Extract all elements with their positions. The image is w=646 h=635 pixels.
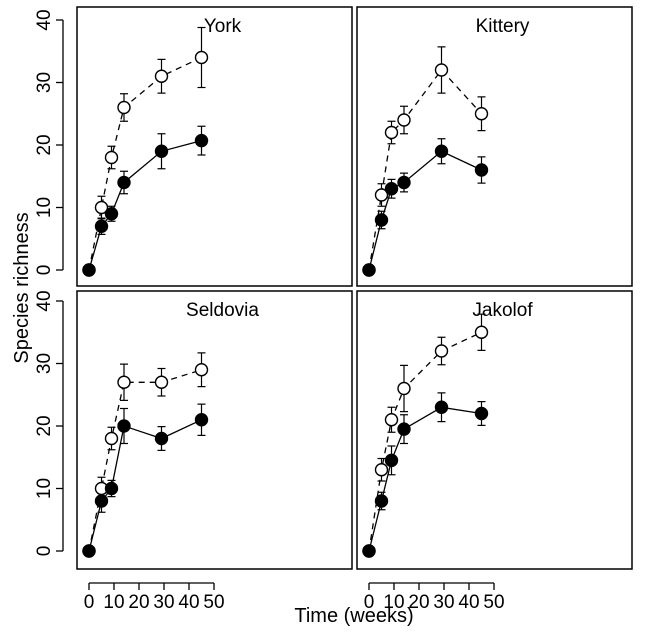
data-point-open	[434, 344, 449, 358]
panel-frame	[76, 290, 353, 570]
y-tick-label: 0	[34, 546, 55, 557]
data-point-open	[374, 463, 389, 477]
x-tick-label: 40	[458, 592, 479, 613]
data-point-open	[474, 107, 489, 121]
data-point-open	[94, 200, 109, 215]
data-point-filled	[374, 213, 389, 227]
series-line-open	[368, 68, 482, 271]
data-point-filled	[104, 207, 119, 221]
x-tick-label: 50	[483, 592, 504, 613]
x-tick-label: 40	[178, 592, 199, 613]
x-tick-label: 30	[433, 592, 454, 613]
data-point-open	[384, 413, 399, 427]
y-tick-label: 10	[34, 197, 55, 218]
y-tick-label: 30	[34, 72, 55, 93]
data-point-filled	[434, 400, 449, 414]
data-point-filled	[397, 175, 411, 190]
x-axis-seldovia: 0 10 20 30 40 50	[84, 582, 225, 613]
x-tick-label: 30	[153, 592, 174, 613]
data-point-open	[474, 325, 489, 339]
data-point-open	[397, 113, 411, 127]
data-point-filled	[384, 182, 399, 196]
data-point-filled	[82, 263, 96, 277]
panel-frame	[356, 6, 633, 287]
data-point-filled	[194, 133, 209, 148]
data-point-open	[397, 381, 411, 396]
panel-title: York	[204, 16, 242, 37]
data-point-open	[374, 188, 389, 202]
data-point-open	[154, 375, 169, 389]
y-tick-label: 30	[34, 353, 55, 374]
data-point-filled	[474, 163, 489, 177]
data-point-open	[194, 363, 209, 377]
series-line-open	[88, 369, 202, 552]
y-tick-label: 20	[34, 415, 55, 436]
data-point-filled	[384, 453, 399, 468]
x-tick-label: 0	[84, 592, 95, 613]
data-point-filled	[104, 481, 119, 496]
panel-seldovia: Seldovia	[76, 290, 353, 570]
data-point-open	[104, 431, 119, 446]
x-tick-label: 50	[203, 592, 224, 613]
data-point-filled	[397, 422, 411, 436]
panel-title: Seldovia	[186, 300, 259, 321]
data-point-open	[117, 375, 131, 389]
x-axis-title: Time (weeks)	[294, 605, 413, 627]
data-point-filled	[362, 544, 376, 558]
y-tick-label: 0	[34, 265, 55, 276]
data-point-filled	[474, 406, 489, 421]
y-axis-seldovia: 0 10 20 30 40	[34, 290, 64, 557]
data-point-filled	[117, 175, 131, 190]
x-tick-label: 10	[383, 592, 404, 613]
x-tick-label: 10	[103, 592, 124, 613]
data-point-filled	[117, 419, 131, 433]
x-axis-jakolof: 0 10 20 30 40 50	[364, 582, 505, 613]
panel-title: Kittery	[476, 16, 530, 37]
series-line-filled	[88, 419, 202, 552]
series-line-open	[368, 331, 482, 552]
series-line-filled	[88, 139, 202, 271]
y-axis-york: 0 10 20 30 40	[34, 9, 64, 276]
data-point-open	[117, 100, 131, 115]
data-point-filled	[154, 431, 169, 446]
x-tick-label: 0	[364, 592, 375, 613]
data-point-filled	[374, 494, 389, 508]
data-point-filled	[94, 494, 109, 508]
data-point-filled	[434, 144, 449, 158]
y-tick-label: 20	[34, 134, 55, 155]
data-point-open	[384, 125, 399, 140]
panel-york: York	[76, 6, 353, 287]
data-point-filled	[362, 263, 376, 277]
data-point-open	[434, 63, 449, 77]
series-line-open	[88, 56, 202, 271]
y-tick-label: 40	[34, 290, 55, 311]
x-tick-label: 20	[408, 592, 429, 613]
y-tick-label: 40	[34, 9, 55, 30]
data-point-filled	[154, 144, 169, 158]
y-axis-title: Species richness	[11, 212, 33, 363]
data-point-filled	[94, 219, 109, 233]
y-tick-label: 10	[34, 478, 55, 499]
data-point-open	[104, 150, 119, 165]
data-point-open	[154, 69, 169, 83]
panel-kittery: Kittery	[356, 6, 633, 287]
panel-jakolof: Jakolof	[356, 290, 633, 570]
panel-frame	[356, 290, 633, 570]
data-point-filled	[82, 544, 96, 558]
panel-frame	[76, 6, 353, 287]
data-point-filled	[194, 413, 209, 427]
series-line-filled	[368, 406, 482, 552]
panel-title: Jakolof	[472, 300, 533, 321]
data-point-open	[194, 50, 209, 65]
x-tick-label: 20	[128, 592, 149, 613]
